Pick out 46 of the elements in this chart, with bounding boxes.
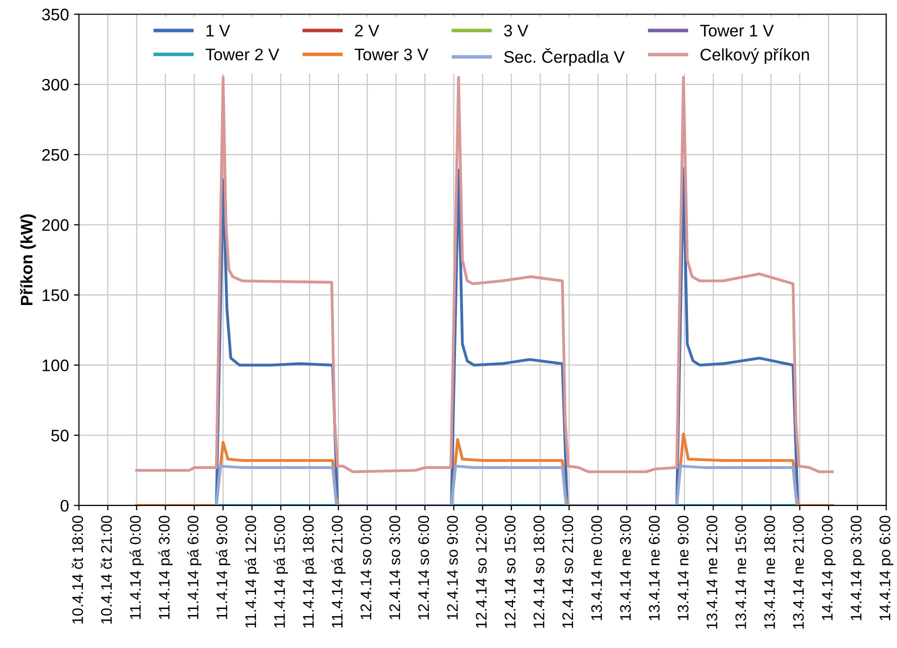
y-tick-label: 100 [42, 360, 69, 372]
x-tick-label: 11.4.14 pá 18:00 [302, 516, 317, 628]
x-tick-label: 10.4.14 čt 18:00 [72, 516, 84, 624]
x-tick-label: 14.4.14 po 6:00 [880, 516, 894, 620]
x-tick-label: 13.4.14 ne 0:00 [591, 516, 602, 620]
y-tick-label: 250 [42, 148, 69, 161]
x-tick-label: 12.4.14 so 21:00 [562, 516, 574, 628]
x-tick-label: 11.4.14 pá 6:00 [187, 516, 202, 620]
x-tick-label: 14.4.14 po 0:00 [822, 516, 836, 620]
x-tick-label: 13.4.14 ne 18:00 [764, 516, 776, 629]
y-axis-title: Příkon (kW) [20, 214, 36, 306]
legend-label: Celkový příkon [700, 48, 809, 64]
legend-label: Sec. Čerpadla V [504, 48, 625, 66]
x-tick-label: 12.4.14 so 15:00 [504, 516, 516, 628]
x-tick-label: 13.4.14 ne 15:00 [735, 516, 746, 629]
x-tick-label: 11.4.14 pá 0:00 [129, 516, 144, 620]
x-tick-label: 11.4.14 pá 9:00 [216, 516, 230, 620]
legend-label: Tower 2 V [206, 48, 280, 60]
legend-label: Tower 1 V [700, 24, 774, 36]
x-tick-label: 11.4.14 pá 12:00 [244, 516, 260, 628]
legend-label: 3 V [504, 24, 528, 36]
x-tick-label: 12.4.14 so 18:00 [534, 516, 544, 628]
legend-label: Tower 3 V [354, 48, 428, 60]
y-tick-label: 150 [42, 289, 69, 302]
x-tick-label: 14.4.14 po 3:00 [850, 516, 865, 620]
y-tick-label: 350 [42, 8, 69, 20]
x-tick-label: 11.4.14 pá 15:00 [274, 516, 288, 628]
x-tick-label: 12.4.14 so 9:00 [447, 516, 458, 620]
x-tick-label: 13.4.14 ne 12:00 [706, 516, 718, 629]
y-tick-label: 300 [42, 78, 69, 91]
x-tick-label: 12.4.14 so 0:00 [360, 516, 372, 620]
x-tick-label: 13.4.14 ne 3:00 [620, 516, 631, 620]
x-tick-label: 13.4.14 ne 21:00 [793, 516, 804, 629]
y-tick-label: 50 [51, 430, 69, 442]
legend-label: 1 V [206, 24, 230, 36]
y-tick-label: 200 [42, 219, 69, 231]
x-tick-label: 13.4.14 ne 6:00 [648, 516, 660, 620]
x-tick-label: 11.4.14 pá 21:00 [331, 516, 346, 628]
x-tick-label: 12.4.14 so 12:00 [476, 516, 487, 628]
x-tick-label: 12.4.14 so 3:00 [389, 516, 400, 620]
x-tick-label: 11.4.14 pá 3:00 [158, 516, 173, 620]
legend-label: 2 V [355, 24, 380, 36]
x-tick-label: 10.4.14 čt 21:00 [100, 516, 112, 624]
x-tick-label: 12.4.14 so 6:00 [418, 516, 430, 620]
y-tick-label: 0 [60, 500, 69, 512]
x-tick-label: 13.4.14 ne 9:00 [678, 516, 689, 620]
